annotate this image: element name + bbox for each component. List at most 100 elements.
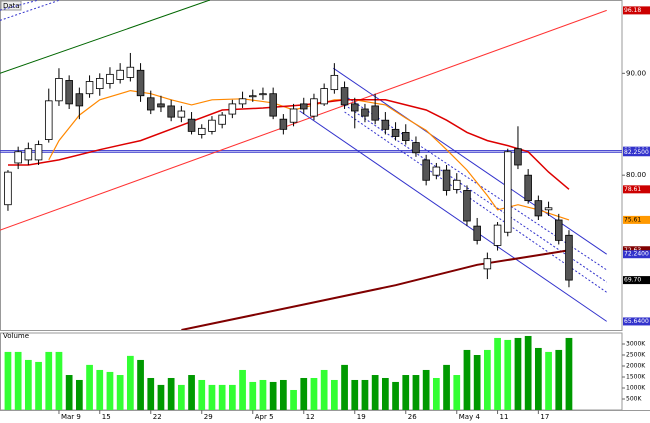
volume-bar [157,384,165,410]
candle-body [248,95,257,98]
candle-body [391,128,400,137]
candle-body [116,69,124,80]
volume-bar [279,379,287,410]
overlay-line [0,0,211,74]
volume-bar [86,364,93,410]
volume-bar [473,355,481,410]
volume-tick-label: 500K [626,396,642,403]
candle-body [187,118,196,132]
volume-bar [55,351,63,410]
x-tick-label: 22 [153,413,162,421]
candle-body [534,200,543,217]
volume-bar [524,335,532,410]
price-label-box [623,185,650,194]
candle-body [340,87,349,106]
candle-body [136,69,145,97]
volume-tick-label: 2000K [626,363,646,370]
candle-body [320,88,328,105]
candle-body [146,97,155,111]
volume-tick-label: 1500K [626,374,646,381]
price-label-box [623,148,650,157]
price-label-box [623,250,650,259]
volume-bar [228,384,236,410]
price-plot [0,0,622,330]
volume-bar [351,379,359,410]
candle-body [565,234,573,281]
candle-body [95,78,104,90]
candle-body [473,225,481,241]
candle-body [422,159,430,181]
volume-bar [45,351,53,410]
volume-bar [259,379,267,410]
volume-bar [198,379,206,410]
volume-bar [371,375,379,410]
volume-bar [14,351,22,410]
y-tick-label: 80.00 [626,171,646,179]
volume-bar [330,379,338,410]
volume-bar [35,361,42,410]
volume-bar [504,339,512,410]
volume-bar [341,364,348,410]
volume-bar [381,377,389,410]
volume-bar [167,377,175,410]
volume-bar [463,349,471,410]
candle-body [493,224,502,246]
volume-bar [320,369,328,410]
volume-bar [402,375,410,410]
volume-bar [24,359,32,410]
candle-body [544,207,553,211]
volume-bar [514,337,522,410]
candle-body [452,179,461,190]
candle-body [228,103,237,115]
overlay-line [8,99,570,190]
overlay-line [181,249,570,330]
candle-body [279,118,288,130]
volume-bar [290,389,297,410]
candle-body [432,166,441,176]
volume-bar [300,377,308,410]
volume-bar [249,381,257,410]
volume-bar [422,369,430,410]
price-label: 69.70 [624,277,641,284]
x-tick-label: 26 [408,413,417,421]
price-label-box [623,215,650,224]
price-label: 78.61 [624,186,641,193]
candle-body [554,219,563,241]
candle-body [310,98,318,117]
volume-bar [555,349,563,410]
volume-bar [494,337,501,410]
x-tick-label: 19 [357,413,366,421]
volume-bar [96,369,104,410]
price-label-box [623,317,650,326]
candle-body [197,127,206,135]
candle-body [55,78,63,102]
overlay-line [0,0,61,21]
candle-body [75,93,84,107]
volume-bar [443,364,450,410]
overlay-line [0,0,39,11]
candle-body [44,100,53,140]
candle-body [361,108,369,117]
volume-bar [534,347,542,410]
volume-bar [106,371,114,410]
candle-body [65,80,73,105]
price-label: 82.2500 [624,149,649,156]
x-tick-label: 15 [102,413,111,421]
volume-bar [4,351,12,410]
price-panel-frame [0,0,623,331]
volume-tick-label: 3000K [626,341,646,348]
panel-label-box [0,0,22,11]
x-tick-label: 17 [540,413,549,421]
overlay-line [344,104,607,283]
candle-body [350,103,359,112]
x-tick-label: 29 [204,413,213,421]
volume-bar [177,384,185,410]
candle-body [289,108,298,123]
candle-body [401,132,410,141]
candle-body [157,103,165,108]
volume-tick-label: 2500K [626,352,646,359]
candle-body [269,93,277,117]
volume-label: Volume [3,332,29,340]
